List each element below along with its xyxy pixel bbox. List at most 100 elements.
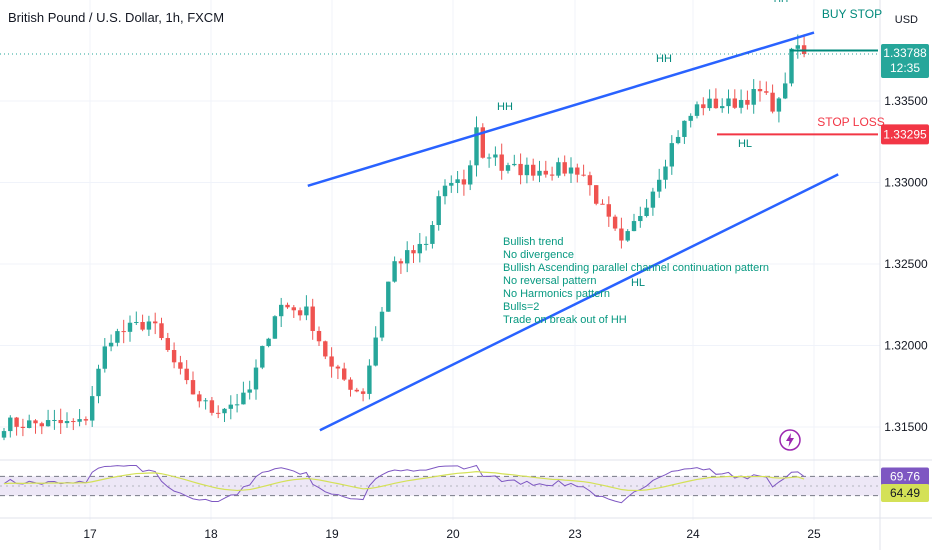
- candle-body[interactable]: [398, 261, 404, 264]
- candle-body[interactable]: [789, 48, 794, 84]
- candle-body[interactable]: [279, 304, 284, 317]
- candle-body[interactable]: [96, 368, 101, 397]
- candle-body[interactable]: [512, 163, 517, 166]
- candle-body[interactable]: [216, 412, 221, 414]
- candle-body[interactable]: [455, 179, 460, 183]
- candle-body[interactable]: [234, 404, 240, 406]
- candle-body[interactable]: [461, 179, 467, 185]
- candle-body[interactable]: [405, 250, 410, 264]
- candle-body[interactable]: [178, 362, 183, 369]
- candle-body[interactable]: [612, 216, 618, 229]
- candle-body[interactable]: [732, 98, 737, 108]
- candle-body[interactable]: [247, 389, 252, 393]
- candle-body[interactable]: [638, 215, 643, 222]
- candle-body[interactable]: [379, 311, 385, 338]
- candle-body[interactable]: [707, 98, 712, 109]
- candle-body[interactable]: [669, 143, 674, 167]
- candle-body[interactable]: [474, 127, 479, 166]
- candle-body[interactable]: [657, 179, 662, 192]
- candle-body[interactable]: [102, 346, 107, 369]
- candle-body[interactable]: [373, 337, 378, 366]
- candle-body[interactable]: [354, 389, 359, 392]
- candle-body[interactable]: [127, 322, 133, 332]
- candle-body[interactable]: [543, 170, 548, 175]
- stop-loss-badge[interactable]: [881, 124, 929, 145]
- candle-body[interactable]: [720, 106, 725, 109]
- candle-body[interactable]: [449, 182, 454, 186]
- candle-body[interactable]: [644, 207, 649, 216]
- candle-body[interactable]: [323, 341, 328, 357]
- candle-body[interactable]: [304, 306, 309, 316]
- candle-body[interactable]: [549, 174, 555, 176]
- candle-body[interactable]: [430, 225, 435, 244]
- candle-body[interactable]: [688, 115, 693, 121]
- candle-body[interactable]: [71, 421, 76, 423]
- candle-body[interactable]: [203, 400, 208, 402]
- candle-body[interactable]: [738, 99, 744, 108]
- candle-body[interactable]: [159, 323, 164, 339]
- candle-body[interactable]: [468, 165, 473, 185]
- candle-body[interactable]: [606, 204, 611, 217]
- candle-body[interactable]: [316, 330, 322, 342]
- candle-body[interactable]: [568, 167, 574, 174]
- candle-body[interactable]: [600, 203, 605, 205]
- candle-body[interactable]: [184, 368, 189, 381]
- candle-body[interactable]: [329, 356, 334, 367]
- candle-body[interactable]: [392, 261, 397, 282]
- candle-body[interactable]: [795, 45, 800, 49]
- candle-body[interactable]: [197, 394, 202, 402]
- candle-body[interactable]: [241, 392, 246, 405]
- candle-body[interactable]: [587, 175, 593, 186]
- candle-body[interactable]: [701, 104, 706, 109]
- candle-body[interactable]: [209, 400, 215, 413]
- candle-body[interactable]: [342, 368, 347, 380]
- candle-body[interactable]: [285, 304, 290, 308]
- candle-body[interactable]: [745, 99, 750, 105]
- candle-body[interactable]: [436, 196, 441, 226]
- candle-body[interactable]: [423, 243, 429, 245]
- candle-body[interactable]: [524, 164, 530, 176]
- candle-body[interactable]: [291, 307, 296, 311]
- candle-body[interactable]: [442, 185, 448, 197]
- candle-body[interactable]: [335, 366, 341, 369]
- candle-body[interactable]: [272, 316, 278, 339]
- candle-body[interactable]: [713, 98, 719, 109]
- candle-body[interactable]: [310, 306, 315, 331]
- candle-body[interactable]: [625, 231, 630, 241]
- candle-body[interactable]: [650, 191, 656, 208]
- candle-body[interactable]: [411, 250, 416, 254]
- candle-body[interactable]: [171, 350, 177, 363]
- candle-body[interactable]: [52, 419, 57, 421]
- candle-body[interactable]: [783, 83, 788, 99]
- rsi-value-badge[interactable]: [881, 467, 929, 486]
- candle-body[interactable]: [631, 221, 637, 232]
- candle-body[interactable]: [190, 380, 196, 395]
- rsi-line[interactable]: [3, 464, 805, 504]
- candle-body[interactable]: [58, 419, 63, 424]
- current-price-badge[interactable]: [881, 44, 929, 79]
- candle-body[interactable]: [764, 91, 769, 93]
- candle-body[interactable]: [153, 321, 158, 324]
- candle-body[interactable]: [480, 127, 485, 158]
- candle-body[interactable]: [77, 419, 82, 422]
- candle-body[interactable]: [39, 423, 44, 427]
- candle-body[interactable]: [694, 104, 700, 116]
- candle-body[interactable]: [367, 365, 372, 394]
- candle-body[interactable]: [134, 322, 139, 324]
- candle-body[interactable]: [228, 404, 233, 409]
- candle-body[interactable]: [757, 88, 763, 92]
- candle-body[interactable]: [140, 322, 145, 330]
- channel-lower-line[interactable]: [319, 173, 839, 432]
- rsi-ma-line[interactable]: [3, 471, 805, 492]
- candle-body[interactable]: [222, 408, 227, 414]
- candle-body[interactable]: [8, 417, 13, 432]
- candle-body[interactable]: [146, 321, 152, 330]
- candle-body[interactable]: [360, 391, 366, 394]
- candle-body[interactable]: [386, 281, 391, 312]
- candle-body[interactable]: [776, 98, 782, 112]
- candle-body[interactable]: [594, 185, 599, 204]
- candle-body[interactable]: [682, 120, 687, 137]
- candle-body[interactable]: [486, 157, 492, 159]
